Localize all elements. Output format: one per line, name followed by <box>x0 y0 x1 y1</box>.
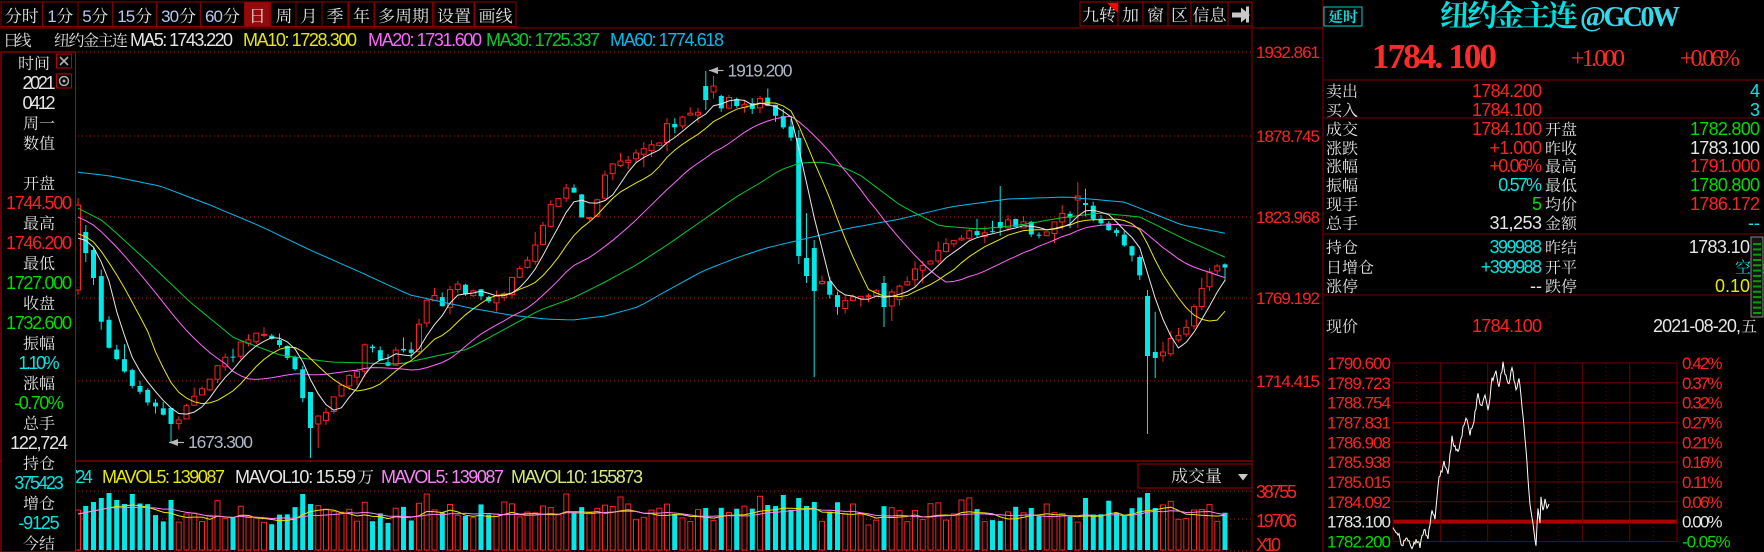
svg-text:+0.06%: +0.06% <box>1680 46 1740 72</box>
svg-text:0.57%: 0.57% <box>1498 175 1542 195</box>
svg-text:MA60: 1774.618: MA60: 1774.618 <box>610 30 724 50</box>
svg-text:1785.015: 1785.015 <box>1327 473 1391 492</box>
svg-text:0.21%: 0.21% <box>1682 433 1723 452</box>
svg-text:MAVOL10: 15.59: MAVOL10: 15.59 <box>235 467 356 487</box>
svg-text:1784.200: 1784.200 <box>1472 81 1542 101</box>
svg-text:0.32%: 0.32% <box>1682 394 1723 413</box>
svg-text:1789.723: 1789.723 <box>1327 374 1391 393</box>
svg-text:31,253: 31,253 <box>1490 213 1543 233</box>
svg-text:1932.861: 1932.861 <box>1256 43 1320 62</box>
svg-text:0.06%: 0.06% <box>1682 493 1723 512</box>
svg-text:60: 60 <box>205 7 223 26</box>
svg-text:X10: X10 <box>1256 535 1281 552</box>
svg-text:2021: 2021 <box>23 73 56 93</box>
svg-text:0.16%: 0.16% <box>1682 453 1723 472</box>
svg-text:1788.754: 1788.754 <box>1327 394 1391 413</box>
svg-text:1784.100: 1784.100 <box>1472 119 1542 139</box>
svg-text:MA5: 1743.220: MA5: 1743.220 <box>130 30 233 50</box>
svg-text:1790.600: 1790.600 <box>1327 354 1391 373</box>
svg-text:MA30: 1725.337: MA30: 1725.337 <box>486 30 600 50</box>
svg-text:1727.000: 1727.000 <box>6 273 72 293</box>
svg-text:1823.968: 1823.968 <box>1256 208 1320 227</box>
svg-text:MAVOL5: 139087: MAVOL5: 139087 <box>102 467 225 487</box>
svg-text:19706: 19706 <box>1256 511 1297 531</box>
svg-text:1784. 100: 1784. 100 <box>1372 37 1497 76</box>
svg-text:0.11%: 0.11% <box>1682 473 1723 492</box>
svg-text:0.10: 0.10 <box>1715 276 1750 296</box>
svg-text:1732.600: 1732.600 <box>6 313 72 333</box>
svg-text:+0.06%: +0.06% <box>1490 156 1543 176</box>
svg-text:@GC0W: @GC0W <box>1580 2 1680 33</box>
svg-text:1769.192: 1769.192 <box>1256 289 1320 308</box>
svg-text:0412: 0412 <box>23 93 56 113</box>
svg-text:1: 1 <box>47 7 56 26</box>
svg-text:1782.200: 1782.200 <box>1327 533 1391 552</box>
svg-text:38755: 38755 <box>1256 482 1297 502</box>
svg-text:1782.800: 1782.800 <box>1690 119 1760 139</box>
svg-text:3: 3 <box>1750 100 1760 120</box>
svg-text:MAVOL5: 139087: MAVOL5: 139087 <box>381 467 504 487</box>
svg-text:5: 5 <box>82 7 91 26</box>
svg-text:2021-08-20,: 2021-08-20, <box>1653 316 1741 336</box>
svg-text:4: 4 <box>1750 81 1760 101</box>
svg-text:1714.415: 1714.415 <box>1256 372 1320 391</box>
svg-text:1673.300: 1673.300 <box>188 432 253 452</box>
svg-text:375423: 375423 <box>14 473 64 493</box>
svg-text:-0.70%: -0.70% <box>14 393 64 413</box>
svg-text:399988: 399988 <box>1490 237 1543 257</box>
svg-text:1783.100: 1783.100 <box>1327 513 1391 532</box>
svg-text:-0.05%: -0.05% <box>1682 533 1731 552</box>
svg-text:+1.000: +1.000 <box>1571 46 1625 72</box>
svg-text:0.42%: 0.42% <box>1682 354 1723 373</box>
svg-text:1784.100: 1784.100 <box>1472 100 1542 120</box>
svg-text:MAVOL10: 155873: MAVOL10: 155873 <box>511 467 643 487</box>
svg-text:1786.172: 1786.172 <box>1690 194 1760 214</box>
svg-text:1783.10: 1783.10 <box>1689 237 1750 257</box>
svg-text:1919.200: 1919.200 <box>728 61 793 81</box>
svg-text:+1.000: +1.000 <box>1490 138 1543 158</box>
svg-text:--: -- <box>1748 213 1760 233</box>
svg-text:1.10%: 1.10% <box>18 353 59 373</box>
svg-text:1787.831: 1787.831 <box>1327 414 1391 433</box>
svg-text:1783.100: 1783.100 <box>1690 138 1760 158</box>
svg-text:MA20: 1731.600: MA20: 1731.600 <box>368 30 482 50</box>
svg-text:1784.092: 1784.092 <box>1327 493 1391 512</box>
svg-text:122,724: 122,724 <box>10 433 68 453</box>
svg-text:0.37%: 0.37% <box>1682 374 1723 393</box>
svg-text:+399988: +399988 <box>1481 257 1542 277</box>
svg-text:1744.500: 1744.500 <box>6 193 72 213</box>
svg-text:-9125: -9125 <box>18 513 59 533</box>
svg-text:0.27%: 0.27% <box>1682 414 1723 433</box>
svg-text:0.00%: 0.00% <box>1682 513 1723 532</box>
svg-text:15: 15 <box>117 7 135 26</box>
svg-text:5: 5 <box>1532 194 1542 214</box>
svg-text:1746.200: 1746.200 <box>6 233 72 253</box>
svg-text:1878.745: 1878.745 <box>1256 127 1320 146</box>
svg-text:MA10: 1728.300: MA10: 1728.300 <box>243 30 357 50</box>
svg-text:1785.938: 1785.938 <box>1327 453 1391 472</box>
svg-text:--: -- <box>1530 276 1542 296</box>
svg-text:1784.100: 1784.100 <box>1472 316 1542 336</box>
svg-text:1780.800: 1780.800 <box>1690 175 1760 195</box>
svg-text:1786.908: 1786.908 <box>1327 433 1391 452</box>
svg-text:30: 30 <box>161 7 179 26</box>
svg-text:1791.000: 1791.000 <box>1690 156 1760 176</box>
